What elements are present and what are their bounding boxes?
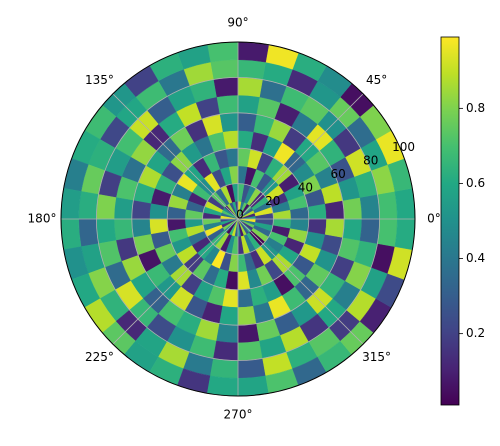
heatmap-cell [60,188,82,220]
heatmap-cell [78,191,99,220]
heatmap-cell [342,197,363,220]
colorbar-tick-label: 0.4 [466,251,485,265]
theta-tick-label: 135° [85,73,114,87]
heatmap-cell [78,218,99,247]
heatmap-cell [394,218,416,250]
heatmap-cell [237,77,263,98]
heatmap-cell [394,188,416,220]
theta-tick-label: 270° [224,408,253,422]
heatmap-cell [96,218,117,244]
heatmap-cell [207,375,239,397]
colorbar-tick-label: 0.8 [466,101,485,115]
r-tick-label: 40 [298,180,313,194]
heatmap-cell [237,323,260,344]
grid-spoke [237,218,364,345]
heatmap-cell [237,59,266,80]
heatmap-cell [213,77,239,98]
heatmap-cell [131,200,152,220]
heatmap-cell [237,375,269,397]
r-tick-label: 80 [363,153,378,167]
heatmap-cell [96,194,117,220]
theta-tick-label: 45° [366,73,387,87]
heatmap-cell [377,218,398,247]
r-tick-label: 20 [265,194,280,208]
heatmap-cell [237,358,266,379]
grid-spoke [112,93,239,220]
grid-spoke [112,218,239,345]
heatmap-cell [113,197,134,220]
heatmap-cell [60,218,82,250]
theta-tick-label: 315° [362,350,391,364]
theta-tick-label: 180° [28,212,57,226]
grid [60,41,416,397]
r-tick-label: 60 [330,167,345,181]
heatmap-cell [359,194,380,220]
r-tick-label: 100 [392,140,415,154]
heatmap-cell [237,94,260,115]
heatmap-cell [237,112,257,133]
heatmap-cell [359,218,380,244]
grid-spoke [237,93,364,220]
heatmap-cell [237,41,269,63]
theta-tick-label: 225° [85,350,114,364]
theta-tick-label: 0° [427,212,441,226]
colorbar-tick-label: 0.6 [466,176,485,190]
colorbar-tick-label: 0.2 [466,326,485,340]
heatmap-cell [207,41,239,63]
r-tick-label: 0 [236,208,244,222]
heatmap-cell [210,59,239,80]
heatmap-cell [237,340,263,361]
heatmap-cell [342,218,363,241]
heatmap-cell [113,218,134,241]
colorbar [440,36,460,406]
polar-frame [60,41,416,397]
labels: 0 20 40 60 80 100 0° 45° 90° 135° 180° 225° 270° 315° [28,16,441,422]
heatmap-cell [216,323,239,344]
heatmap-cell [213,340,239,361]
theta-tick-label: 90° [227,16,248,30]
heatmap-cell [216,94,239,115]
heatmap-cell [324,218,345,238]
heatmap-cell [377,191,398,220]
heatmap-cell [219,305,239,326]
heatmap-cell [210,358,239,379]
